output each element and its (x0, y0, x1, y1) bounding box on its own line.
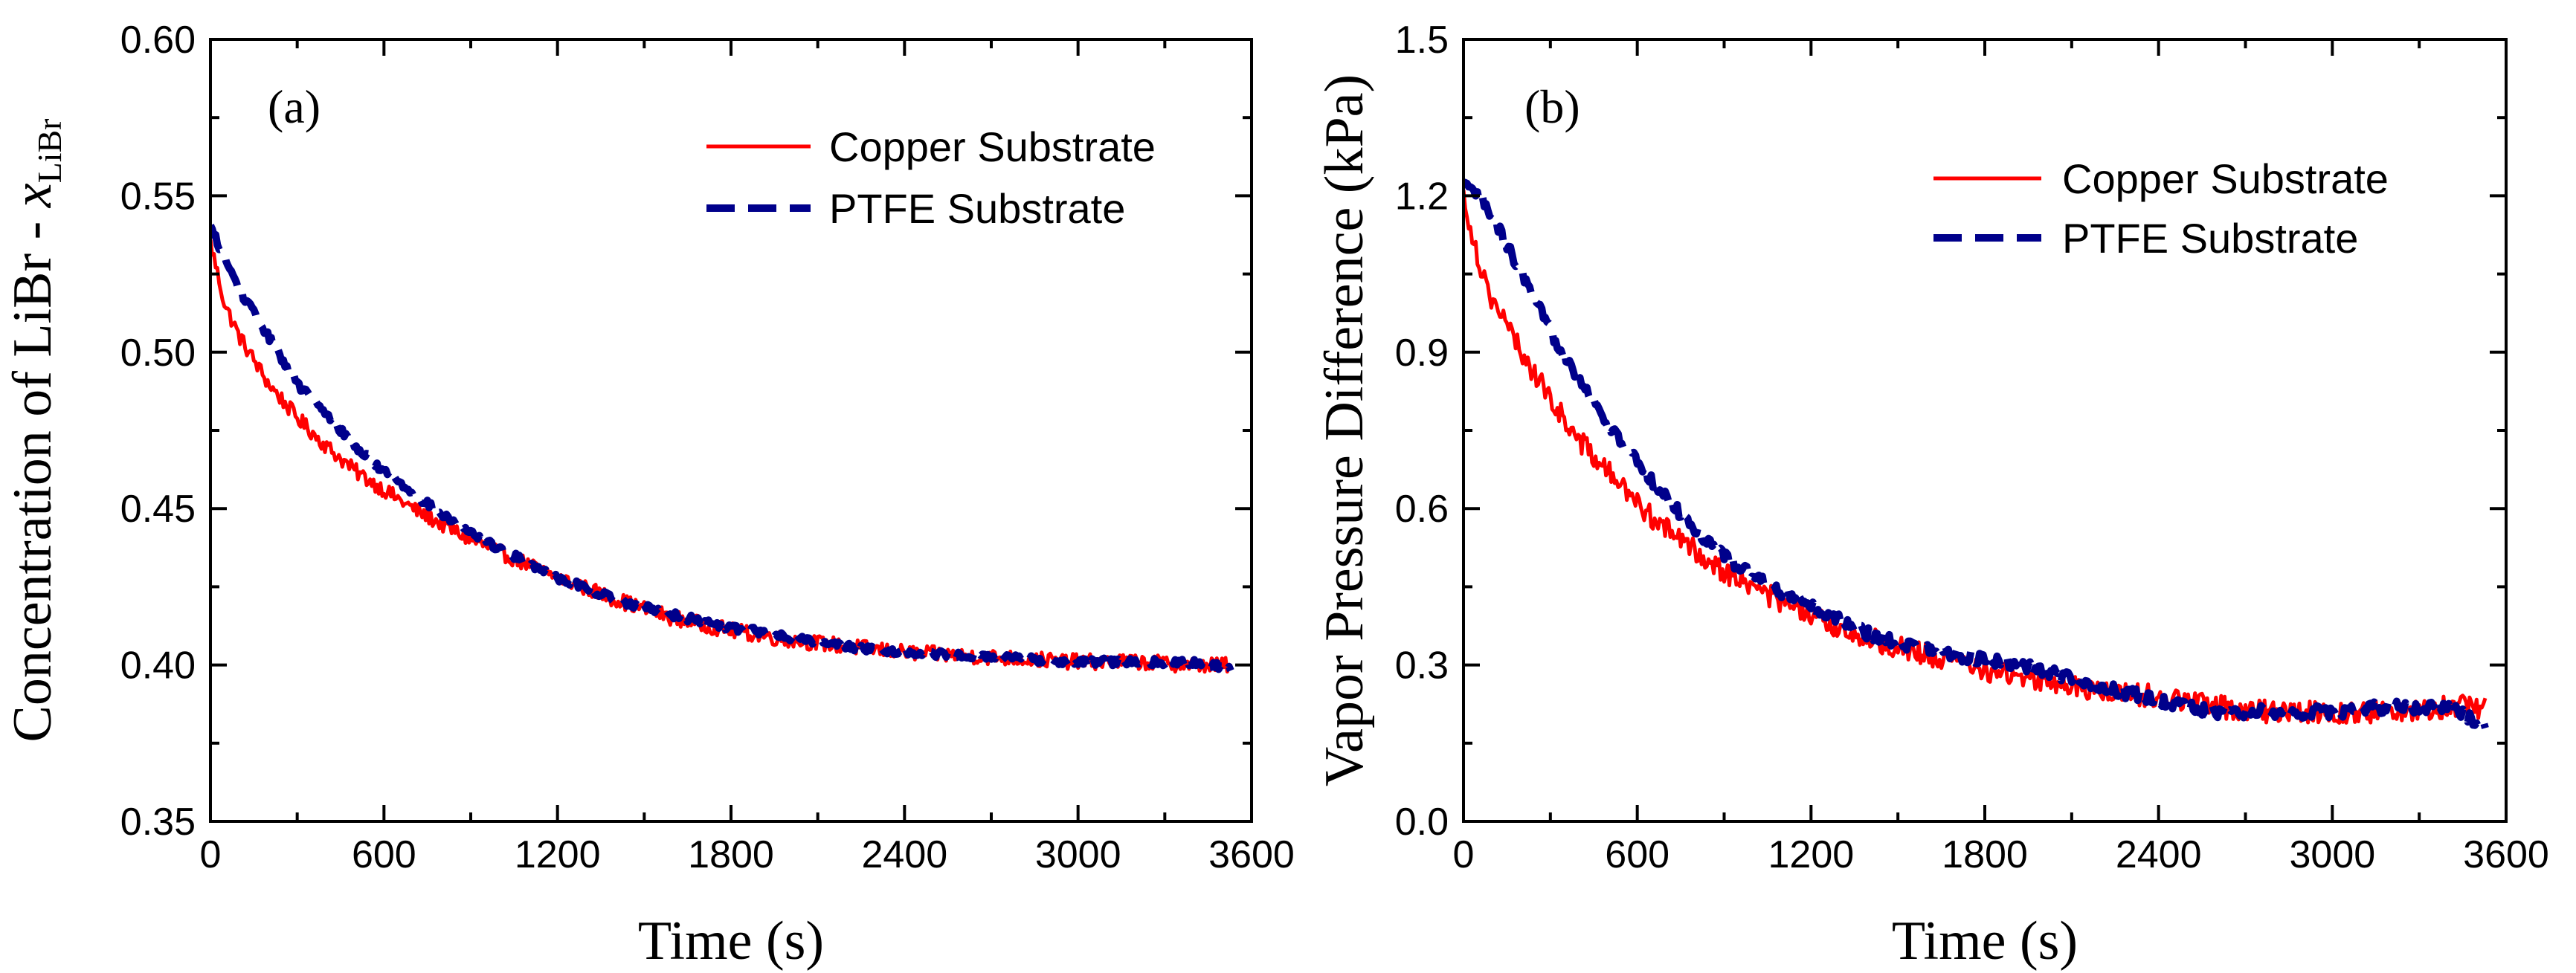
y-axis-title-subscript: LiBr (30, 118, 68, 183)
x-tick-label: 0 (200, 833, 222, 876)
legend-label: PTFE Substrate (829, 185, 1125, 232)
chart-panel-a: 0 600 1200 1800 2400 3000 3600 0.35 0.40 0.45 0.50… (2, 19, 1295, 972)
x-tick-label: 3600 (2463, 833, 2549, 876)
x-tick-label: 3600 (1208, 833, 1295, 876)
legend-label: Copper Substrate (829, 123, 1156, 170)
chart-panel-b: 0 600 1200 1800 2400 3000 3600 0.0 0.3 0.6 0.9 1.2 1… (1314, 19, 2549, 972)
ptfe-series-line (210, 224, 1234, 675)
x-tick-label: 1200 (515, 833, 601, 876)
copper-series-line (1464, 190, 2488, 725)
y-tick-label: 0.6 (1395, 488, 1449, 531)
y-axis-title-variable: x (2, 183, 63, 208)
x-tick-label: 0 (1453, 833, 1475, 876)
x-axis-title: Time (s) (1892, 911, 2078, 972)
y-tick-label: 0.60 (120, 19, 196, 62)
legend-label: Copper Substrate (2062, 155, 2389, 202)
y-tick-label: 0.45 (120, 488, 196, 531)
x-tick-label: 1800 (1942, 833, 2028, 876)
x-tick-label: 1800 (688, 833, 774, 876)
legend-label: PTFE Substrate (2062, 215, 2358, 262)
y-tick-label: 0.3 (1395, 644, 1449, 688)
y-tick-label: 0.0 (1395, 801, 1449, 844)
y-axis-title: Vapor Pressure Difference (kPa) (1314, 74, 1375, 786)
x-axis-title: Time (s) (638, 911, 824, 972)
y-axis-title-main: Vapor Pressure Difference (kPa) (1314, 74, 1375, 786)
x-tick-label: 3000 (2289, 833, 2375, 876)
y-tick-label: 0.50 (120, 332, 196, 375)
ptfe-series-line (1464, 178, 2489, 731)
y-axis-title-main: Concentration of LiBr - (2, 207, 63, 742)
y-tick-label: 0.40 (120, 644, 196, 688)
x-tick-label: 600 (352, 833, 416, 876)
y-tick-label: 0.55 (120, 175, 196, 218)
panel-label: (b) (1524, 80, 1580, 133)
y-tick-label: 0.9 (1395, 332, 1449, 375)
x-tick-label: 1200 (1768, 833, 1854, 876)
y-tick-label: 1.2 (1395, 175, 1449, 218)
x-tick-label: 3000 (1035, 833, 1121, 876)
x-tick-label: 2400 (2116, 833, 2202, 876)
y-tick-label: 1.5 (1395, 19, 1449, 62)
y-tick-label: 0.35 (120, 801, 196, 844)
y-axis-title: Concentration of LiBr - xLiBr (2, 118, 68, 742)
x-tick-label: 2400 (861, 833, 947, 876)
x-tick-label: 600 (1605, 833, 1669, 876)
panel-label: (a) (268, 80, 321, 133)
